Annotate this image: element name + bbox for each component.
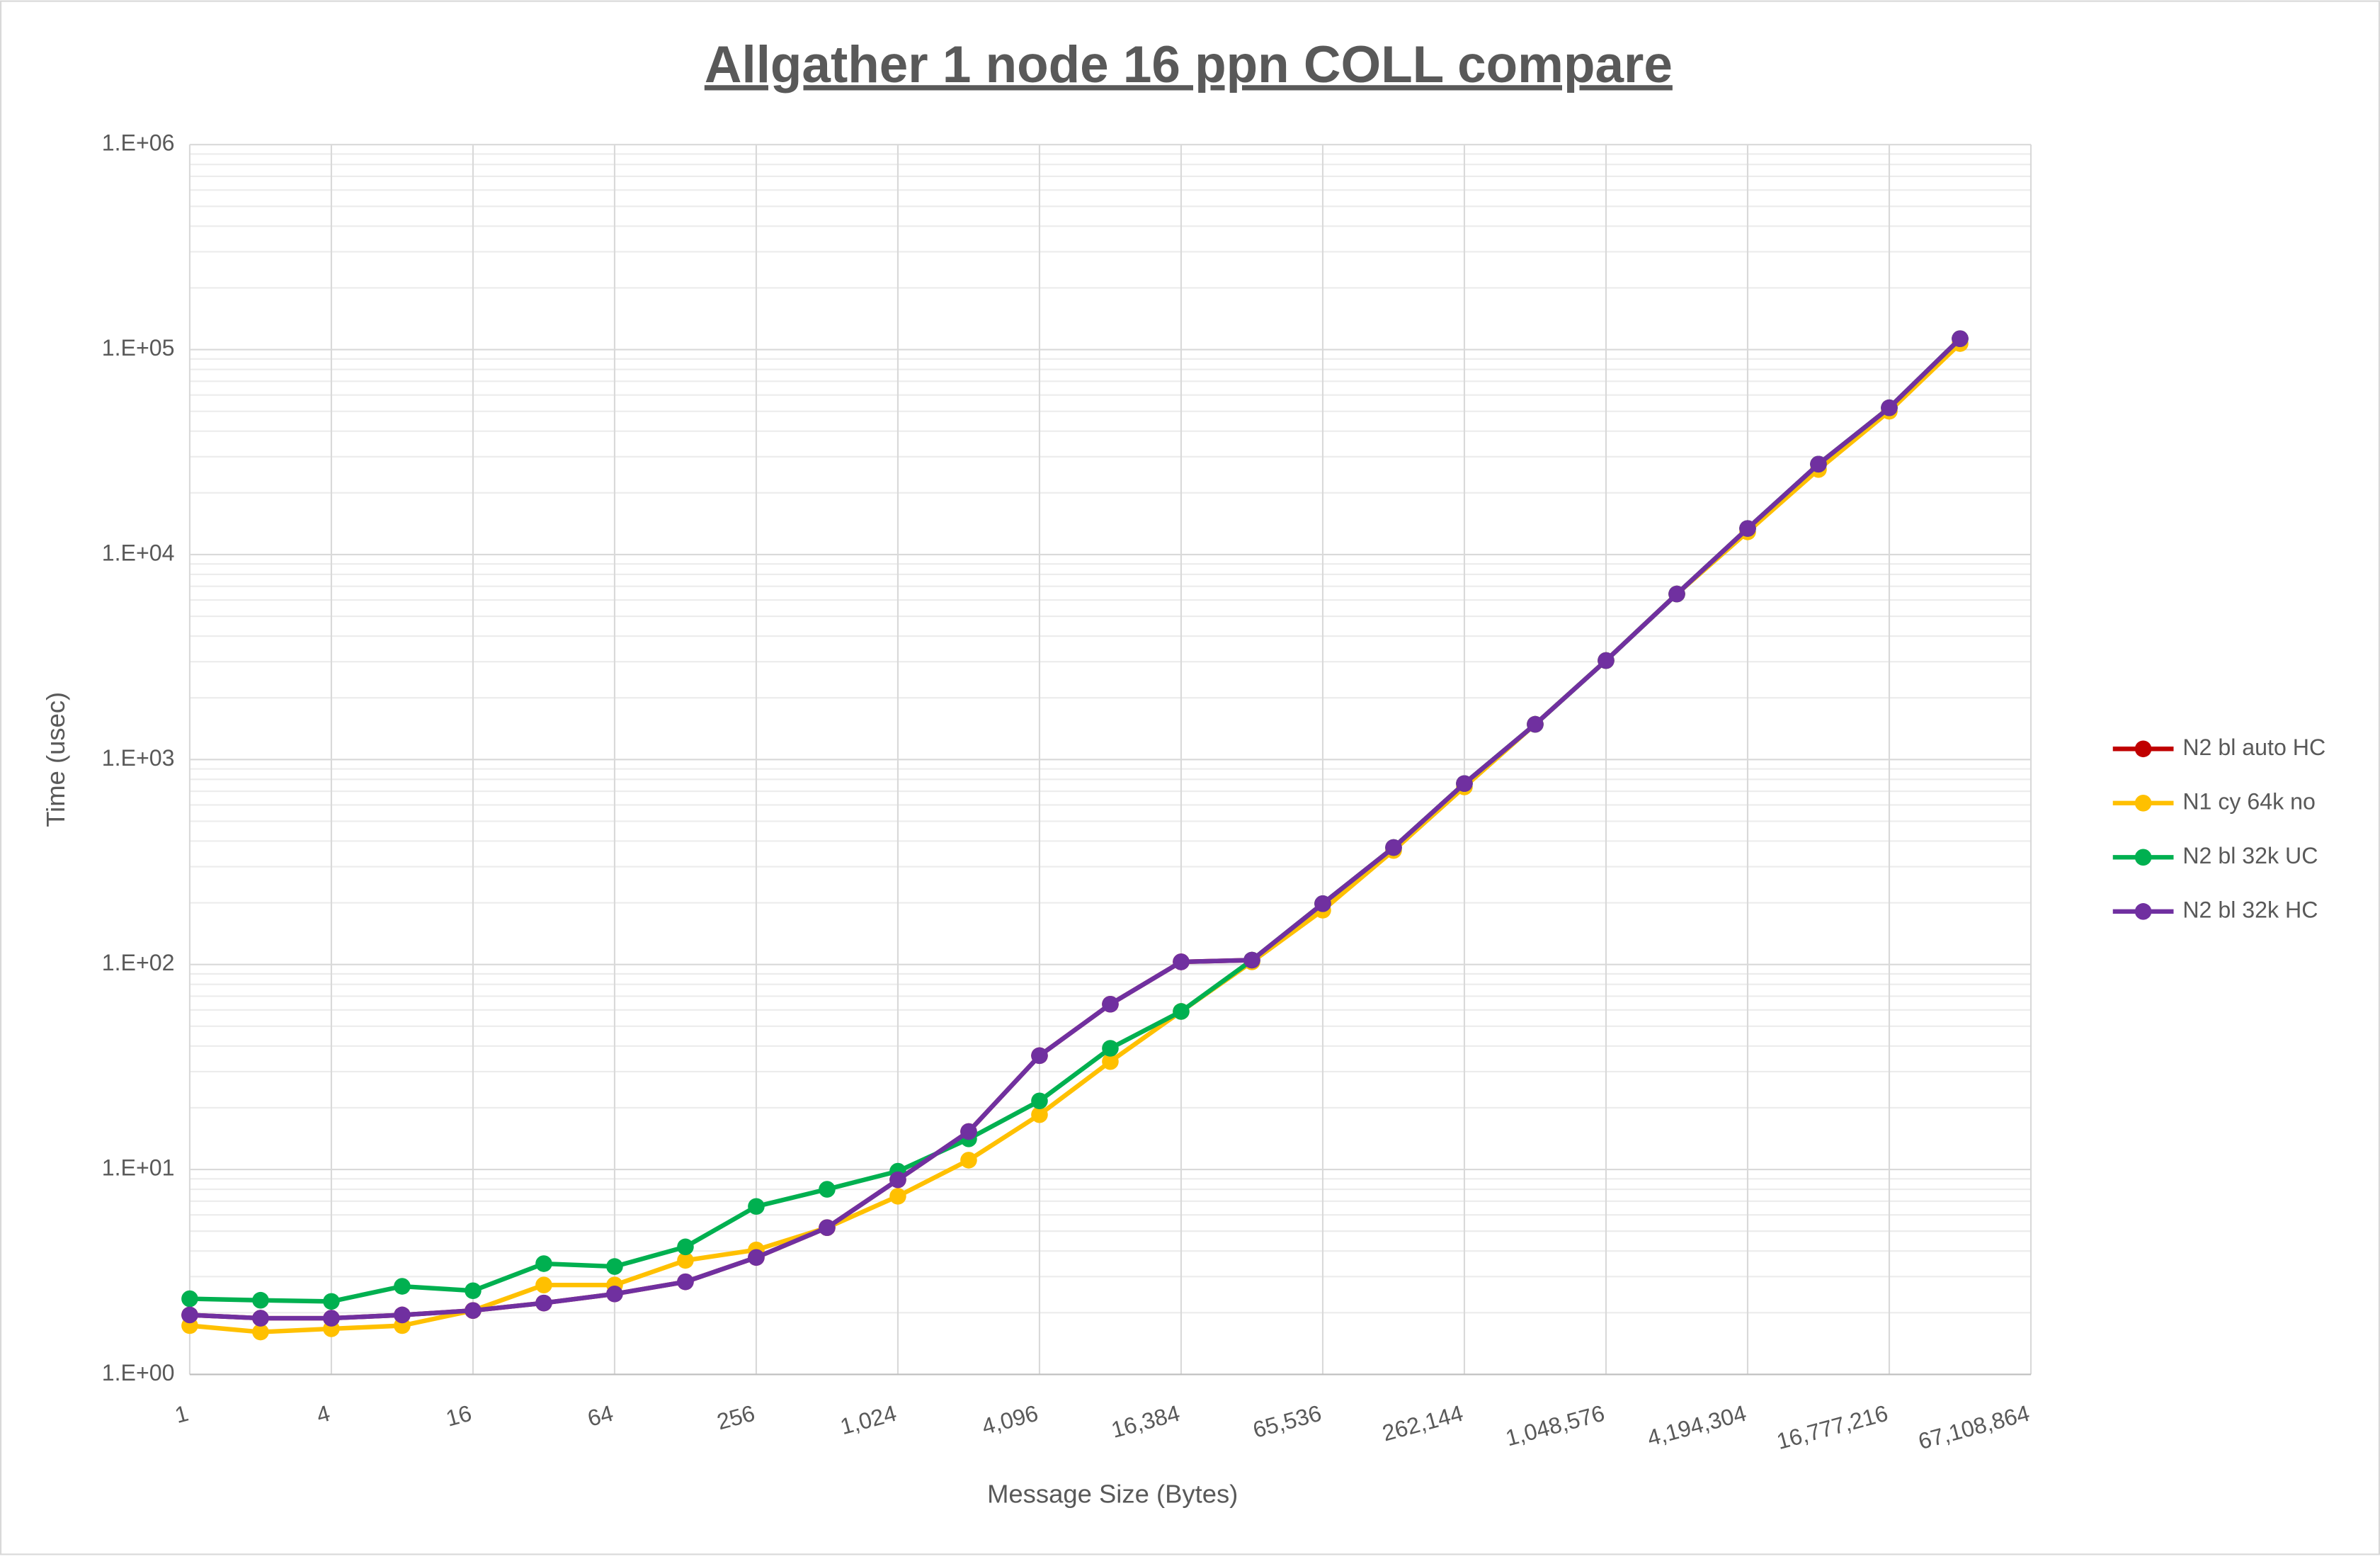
data-point	[535, 1276, 552, 1293]
y-tick-label: 1.E+06	[102, 130, 175, 156]
data-point	[1668, 585, 1685, 603]
data-point	[1102, 1053, 1119, 1070]
chart-title: Allgather 1 node 16 ppn COLL compare	[705, 36, 1673, 93]
data-point	[606, 1285, 623, 1303]
data-point	[1952, 330, 1969, 347]
data-point	[606, 1258, 623, 1275]
legend-marker	[2134, 849, 2152, 866]
data-point	[677, 1273, 694, 1291]
legend-marker	[2134, 740, 2152, 758]
legend-label: N2 bl 32k HC	[2182, 897, 2318, 922]
y-tick-label: 1.E+01	[102, 1155, 175, 1181]
data-point	[181, 1306, 198, 1324]
data-point	[535, 1294, 552, 1312]
data-point	[1173, 953, 1190, 970]
data-point	[1598, 652, 1615, 669]
data-point	[1456, 775, 1473, 793]
data-point	[1031, 1092, 1048, 1110]
data-point	[889, 1188, 906, 1205]
data-point	[252, 1323, 269, 1341]
data-point	[1243, 951, 1260, 969]
data-point	[1031, 1106, 1048, 1123]
data-point	[960, 1123, 977, 1140]
data-point	[677, 1252, 694, 1269]
legend-label: N1 cy 64k no	[2182, 788, 2316, 814]
data-point	[323, 1293, 340, 1310]
y-tick-label: 1.E+05	[102, 335, 175, 361]
series-line	[189, 336, 1962, 1321]
data-point	[1739, 520, 1756, 537]
data-point	[394, 1278, 411, 1295]
data-point	[1527, 715, 1544, 733]
x-tick-label: 64	[585, 1400, 616, 1432]
legend-marker	[2134, 903, 2152, 920]
y-tick-label: 1.E+03	[102, 745, 175, 771]
data-point	[1031, 1047, 1048, 1065]
y-tick-label: 1.E+02	[102, 950, 175, 975]
data-point	[889, 1171, 906, 1189]
data-point	[819, 1181, 836, 1198]
data-point	[535, 1255, 552, 1272]
x-tick-label: 16	[443, 1400, 474, 1432]
legend-label: N2 bl 32k UC	[2182, 843, 2318, 868]
data-point	[819, 1219, 836, 1236]
data-point	[1810, 455, 1827, 473]
y-tick-label: 1.E+00	[102, 1360, 175, 1385]
data-point	[252, 1310, 269, 1327]
data-point	[1102, 995, 1119, 1013]
data-point	[1881, 399, 1898, 416]
data-point	[323, 1310, 340, 1327]
x-axis-label: Message Size (Bytes)	[987, 1479, 1238, 1508]
data-point	[1314, 895, 1331, 912]
data-point	[748, 1249, 765, 1266]
data-point	[394, 1306, 411, 1324]
data-point	[960, 1152, 977, 1169]
data-point	[252, 1291, 269, 1309]
legend-marker	[2134, 795, 2152, 812]
data-point	[465, 1282, 482, 1300]
series	[181, 330, 1969, 1327]
data-point	[465, 1302, 482, 1319]
legend-label: N2 bl auto HC	[2182, 735, 2325, 760]
data-point	[181, 1290, 198, 1308]
y-axis-label: Time (usec)	[41, 692, 70, 827]
data-point	[1385, 839, 1402, 856]
data-point	[1173, 1003, 1190, 1020]
data-point	[1102, 1040, 1119, 1057]
data-point	[748, 1198, 765, 1215]
data-point	[677, 1238, 694, 1256]
y-tick-label: 1.E+04	[102, 540, 175, 565]
